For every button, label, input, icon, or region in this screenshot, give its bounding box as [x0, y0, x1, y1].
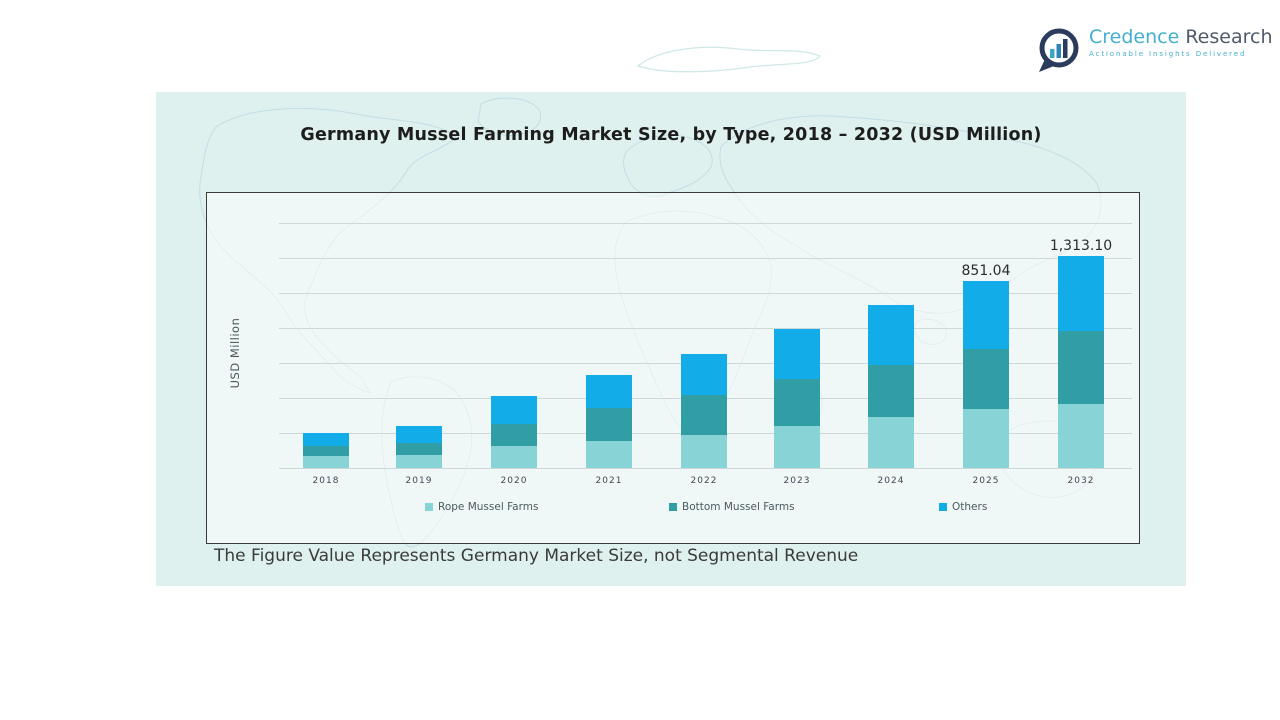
- x-axis-label-2024: 2024: [877, 476, 905, 486]
- x-axis-label-2019: 2019: [405, 476, 433, 486]
- bar-2023: [774, 329, 820, 468]
- gridline: [279, 223, 1132, 224]
- x-axis-label-2022: 2022: [690, 476, 718, 486]
- bar-2019: [396, 426, 442, 468]
- bar-segment-2018-others: [303, 433, 349, 446]
- bar-segment-2020-others: [491, 396, 537, 424]
- bar-2024: [868, 305, 914, 468]
- bar-segment-2018-bottom-mussel-farms: [303, 446, 349, 456]
- bar-segment-2021-bottom-mussel-farms: [586, 408, 632, 441]
- bar-segment-2025-others: [963, 281, 1009, 349]
- bar-segment-2024-rope-mussel-farms: [868, 417, 914, 468]
- bar-segment-2022-others: [681, 354, 727, 395]
- bar-segment-2019-bottom-mussel-farms: [396, 443, 442, 455]
- logo-text: Credence Research Actionable Insights De…: [1089, 26, 1272, 58]
- gridline: [279, 293, 1132, 294]
- bar-segment-2019-rope-mussel-farms: [396, 455, 442, 468]
- legend-swatch-bottom-mussel-farms: [669, 503, 677, 511]
- bar-segment-2021-others: [586, 375, 632, 408]
- gridline: [279, 328, 1132, 329]
- bar-segment-2021-rope-mussel-farms: [586, 441, 632, 468]
- legend-item-others: Others: [939, 501, 987, 513]
- legend-swatch-others: [939, 503, 947, 511]
- chart-title: Germany Mussel Farming Market Size, by T…: [300, 125, 1042, 145]
- credence-research-logo: Credence Research Actionable Insights De…: [1036, 26, 1272, 74]
- bar-2032: [1058, 256, 1104, 468]
- y-axis-label: USD Million: [228, 317, 242, 389]
- legend-label: Rope Mussel Farms: [438, 501, 539, 513]
- bar-segment-2020-rope-mussel-farms: [491, 446, 537, 468]
- x-axis-label-2032: 2032: [1067, 476, 1095, 486]
- bar-segment-2024-bottom-mussel-farms: [868, 365, 914, 417]
- data-label-2032: 1,313.10: [1049, 238, 1113, 254]
- legend-label: Others: [952, 501, 988, 513]
- legend-label: Bottom Mussel Farms: [682, 501, 795, 513]
- slide-panel: Germany Mussel Farming Market Size, by T…: [156, 92, 1186, 586]
- bar-segment-2025-rope-mussel-farms: [963, 409, 1009, 468]
- bar-segment-2022-rope-mussel-farms: [681, 435, 727, 468]
- decorative-outline: [636, 46, 821, 73]
- bar-segment-2020-bottom-mussel-farms: [491, 424, 537, 446]
- bar-segment-2032-bottom-mussel-farms: [1058, 331, 1104, 404]
- figure-footnote: The Figure Value Represents Germany Mark…: [214, 546, 859, 566]
- x-axis-label-2021: 2021: [595, 476, 623, 486]
- brand-secondary: Research: [1185, 26, 1273, 48]
- bar-segment-2019-others: [396, 426, 442, 443]
- bar-2018: [303, 433, 349, 468]
- data-label-2025: 851.04: [961, 263, 1011, 279]
- legend-item-rope-mussel-farms: Rope Mussel Farms: [425, 501, 538, 513]
- bar-segment-2023-bottom-mussel-farms: [774, 379, 820, 426]
- x-axis-label-2023: 2023: [783, 476, 811, 486]
- bar-segment-2018-rope-mussel-farms: [303, 456, 349, 468]
- gridline: [279, 258, 1132, 259]
- bar-segment-2024-others: [868, 305, 914, 365]
- bar-2025: [963, 281, 1009, 468]
- bar-segment-2032-rope-mussel-farms: [1058, 404, 1104, 468]
- bar-2020: [491, 396, 537, 468]
- brand-tagline: Actionable Insights Delivered: [1089, 50, 1247, 58]
- bar-segment-2023-rope-mussel-farms: [774, 426, 820, 468]
- x-axis-line: [279, 468, 1132, 469]
- x-axis-label-2018: 2018: [312, 476, 340, 486]
- legend-item-bottom-mussel-farms: Bottom Mussel Farms: [669, 501, 795, 513]
- bar-segment-2025-bottom-mussel-farms: [963, 349, 1009, 409]
- bar-segment-2032-others: [1058, 256, 1104, 331]
- legend-swatch-rope-mussel-farms: [425, 503, 433, 511]
- x-axis-label-2025: 2025: [972, 476, 1000, 486]
- x-axis-label-2020: 2020: [500, 476, 528, 486]
- bar-chart-bubble-icon: [1039, 28, 1079, 72]
- bar-2021: [586, 375, 632, 468]
- bar-segment-2022-bottom-mussel-farms: [681, 395, 727, 435]
- chart-plot-area: USD Million Rope Mussel Farms Bottom Mus…: [206, 192, 1140, 544]
- brand-name: Credence Research: [1089, 26, 1272, 48]
- brand-primary: Credence: [1089, 26, 1180, 48]
- bar-segment-2023-others: [774, 329, 820, 379]
- bar-2022: [681, 354, 727, 468]
